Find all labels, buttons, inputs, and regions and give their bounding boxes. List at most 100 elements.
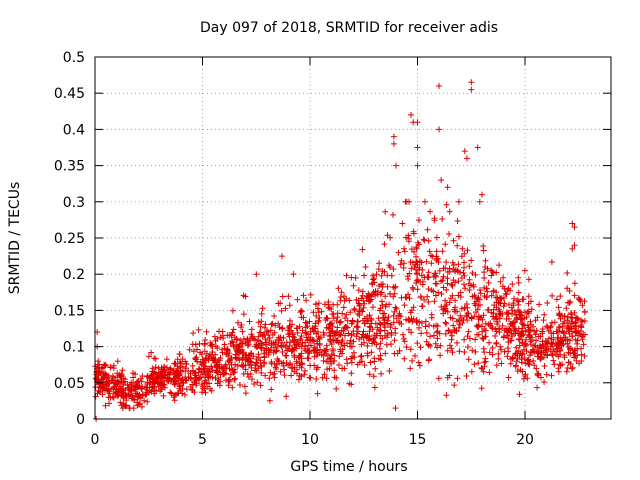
data-point xyxy=(433,329,440,336)
data-point xyxy=(159,381,166,388)
data-point xyxy=(257,357,264,364)
data-point xyxy=(93,371,100,378)
data-point xyxy=(360,304,367,311)
data-point xyxy=(433,234,440,241)
data-point xyxy=(458,275,465,281)
data-point xyxy=(334,301,341,308)
data-point xyxy=(545,335,552,342)
data-point xyxy=(500,303,507,310)
data-point xyxy=(295,376,302,383)
data-point xyxy=(360,328,367,335)
data-point xyxy=(378,272,385,279)
data-point xyxy=(571,354,578,361)
data-point xyxy=(516,391,523,398)
data-point xyxy=(468,79,475,86)
data-point xyxy=(561,329,568,336)
data-point xyxy=(438,291,445,297)
data-point xyxy=(417,344,424,351)
data-point xyxy=(474,144,481,151)
data-point xyxy=(454,242,461,249)
data-point xyxy=(479,365,486,372)
data-point xyxy=(266,397,273,404)
data-point xyxy=(447,329,454,336)
data-point xyxy=(382,350,389,357)
x-tick-label: 0 xyxy=(91,432,100,448)
data-point xyxy=(322,347,329,354)
data-point xyxy=(493,339,500,346)
data-point xyxy=(287,360,294,367)
data-point xyxy=(413,253,419,260)
data-point xyxy=(482,257,489,264)
data-point xyxy=(531,342,538,349)
data-point xyxy=(283,352,290,359)
data-point xyxy=(402,294,409,301)
data-point xyxy=(363,295,370,302)
data-point xyxy=(214,362,221,369)
data-point xyxy=(515,274,522,281)
data-point xyxy=(277,368,284,375)
data-point xyxy=(455,261,462,268)
data-point xyxy=(234,348,241,355)
data-point xyxy=(279,349,286,355)
data-point xyxy=(468,314,475,321)
data-point xyxy=(381,327,388,334)
data-point xyxy=(405,317,412,324)
y-tick-label: 0.35 xyxy=(54,159,85,175)
data-point xyxy=(548,372,555,379)
data-point xyxy=(469,347,476,354)
data-point xyxy=(492,333,499,339)
data-point xyxy=(307,342,314,349)
data-point xyxy=(199,389,205,396)
data-point xyxy=(311,344,318,351)
data-point xyxy=(531,362,538,369)
data-point xyxy=(475,323,482,330)
data-point xyxy=(486,369,493,376)
data-point xyxy=(393,315,400,322)
data-point xyxy=(356,301,363,308)
data-point xyxy=(556,324,563,331)
data-point xyxy=(567,361,574,367)
data-point xyxy=(130,379,137,386)
data-point xyxy=(370,373,377,380)
data-point xyxy=(539,338,546,345)
data-point xyxy=(311,353,318,360)
data-point xyxy=(480,336,487,342)
data-point xyxy=(122,387,129,394)
data-point xyxy=(493,316,500,323)
data-point xyxy=(535,372,542,379)
data-point xyxy=(454,218,461,224)
data-point xyxy=(286,302,293,309)
data-point xyxy=(552,348,559,355)
data-point xyxy=(313,301,319,308)
data-point xyxy=(103,378,110,385)
data-point xyxy=(442,330,449,337)
data-point xyxy=(564,285,571,292)
data-point xyxy=(414,119,421,126)
data-point xyxy=(401,355,408,362)
data-point xyxy=(533,365,540,372)
data-point xyxy=(279,325,286,332)
data-point xyxy=(392,304,399,311)
data-point xyxy=(222,370,229,377)
data-point xyxy=(354,310,361,317)
data-point xyxy=(207,385,214,392)
data-point xyxy=(468,86,475,93)
data-point xyxy=(368,293,375,300)
data-point xyxy=(512,330,519,337)
data-point xyxy=(435,289,442,296)
data-point xyxy=(209,349,216,355)
data-point xyxy=(493,294,499,301)
data-point xyxy=(424,226,431,233)
data-point xyxy=(319,374,326,381)
data-point xyxy=(569,364,576,371)
data-point xyxy=(102,362,109,369)
data-point xyxy=(416,362,423,369)
data-point xyxy=(417,278,424,285)
data-point xyxy=(229,307,236,314)
data-point xyxy=(262,336,269,343)
data-point xyxy=(397,261,404,268)
data-point xyxy=(351,305,358,312)
data-point xyxy=(120,393,127,400)
data-point xyxy=(255,333,262,340)
data-point xyxy=(444,280,451,287)
